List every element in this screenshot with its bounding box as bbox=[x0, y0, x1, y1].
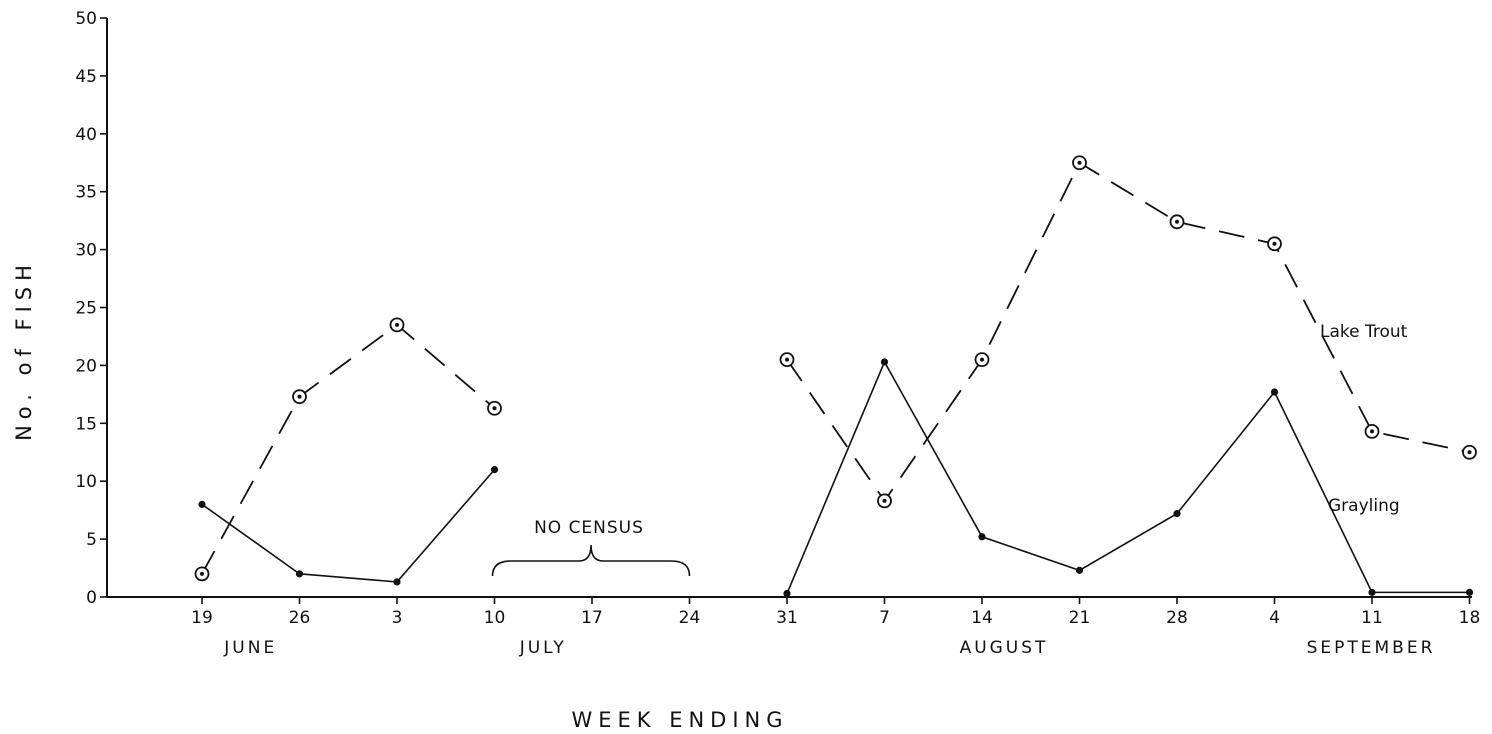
x-tick-label: 10 bbox=[484, 608, 506, 628]
grayling-point bbox=[783, 590, 790, 597]
no-census-brace bbox=[493, 545, 690, 576]
x-tick-label: 18 bbox=[1459, 608, 1481, 628]
grayling-point bbox=[296, 570, 303, 577]
x-tick-label: 28 bbox=[1166, 608, 1188, 628]
x-tick-label: 4 bbox=[1269, 608, 1280, 628]
lake-trout-point-center bbox=[785, 358, 789, 362]
lake-trout-point-center bbox=[395, 323, 399, 327]
annotations: NO CENSUS bbox=[493, 518, 690, 576]
grayling-point bbox=[198, 501, 205, 508]
month-label: AUGUST bbox=[960, 638, 1049, 658]
grayling-point bbox=[1076, 567, 1083, 574]
x-tick-label: 11 bbox=[1361, 608, 1383, 628]
grayling-point bbox=[1466, 589, 1473, 596]
y-tick-label: 5 bbox=[86, 530, 97, 550]
lake-trout-point-center bbox=[1078, 161, 1082, 165]
grayling-point bbox=[1271, 388, 1278, 395]
month-labels: JUNE JULY AUGUST SEPTEMBER bbox=[223, 638, 1435, 658]
x-tick-label: 19 bbox=[191, 608, 213, 628]
x-axis-title: WEEK ENDING bbox=[571, 708, 788, 732]
y-axis: 0 5 10 15 20 25 30 35 40 45 50 bbox=[75, 9, 107, 608]
x-tick-label: 14 bbox=[971, 608, 993, 628]
grayling-point bbox=[491, 466, 498, 473]
y-tick-label: 10 bbox=[75, 472, 97, 492]
x-tick-label: 31 bbox=[776, 608, 798, 628]
y-tick-label: 50 bbox=[75, 9, 97, 29]
lake-trout-point-center bbox=[1370, 429, 1374, 433]
lake-trout-point-center bbox=[1273, 242, 1277, 246]
grayling-label: Grayling bbox=[1328, 496, 1400, 516]
y-tick-label: 40 bbox=[75, 125, 97, 145]
lake-trout-point-center bbox=[1468, 450, 1472, 454]
lake-trout-point-center bbox=[493, 406, 497, 410]
grayling-point bbox=[1173, 510, 1180, 517]
month-label: SEPTEMBER bbox=[1307, 638, 1436, 658]
y-tick-label: 15 bbox=[75, 414, 97, 434]
x-axis: 19 26 3 10 17 24 31 7 14 21 28 4 11 18 bbox=[107, 597, 1480, 628]
no-census-label: NO CENSUS bbox=[534, 518, 644, 538]
month-label: JUNE bbox=[223, 638, 277, 658]
y-tick-label: 30 bbox=[75, 241, 97, 261]
y-tick-label: 45 bbox=[75, 67, 97, 87]
lake-trout-point-center bbox=[980, 358, 984, 362]
y-tick-label: 25 bbox=[75, 299, 97, 319]
x-tick-label: 3 bbox=[392, 608, 403, 628]
grayling-point bbox=[393, 578, 400, 585]
x-tick-label: 7 bbox=[879, 608, 890, 628]
x-tick-label: 17 bbox=[581, 608, 603, 628]
lake-trout-point-center bbox=[883, 499, 887, 503]
x-tick-label: 24 bbox=[679, 608, 701, 628]
y-tick-label: 35 bbox=[75, 183, 97, 203]
x-tick-label: 26 bbox=[289, 608, 311, 628]
grayling-line bbox=[787, 362, 1470, 594]
x-tick-label: 21 bbox=[1069, 608, 1091, 628]
y-axis-title: No. of FISH bbox=[12, 259, 36, 441]
grayling-line bbox=[202, 470, 495, 582]
lake-trout-point-center bbox=[298, 395, 302, 399]
lake-trout-point-center bbox=[200, 572, 204, 576]
grayling-point bbox=[978, 533, 985, 540]
y-tick-label: 0 bbox=[86, 588, 97, 608]
lake-trout-label: Lake Trout bbox=[1320, 322, 1408, 342]
grayling-point bbox=[881, 358, 888, 365]
series-labels: Lake Trout Grayling bbox=[1320, 322, 1408, 516]
series-lines bbox=[202, 163, 1470, 594]
month-label: JULY bbox=[519, 638, 567, 658]
grayling-point bbox=[1368, 589, 1375, 596]
series-points bbox=[196, 156, 1477, 597]
y-tick-label: 20 bbox=[75, 356, 97, 376]
lake-trout-point-center bbox=[1175, 220, 1179, 224]
